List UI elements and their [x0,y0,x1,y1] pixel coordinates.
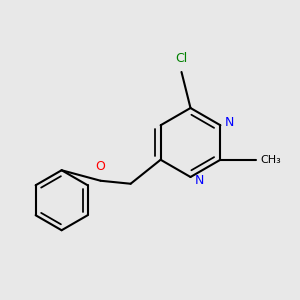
Text: CH₃: CH₃ [260,155,281,165]
Text: Cl: Cl [176,52,188,64]
Text: N: N [225,116,234,129]
Text: N: N [195,173,204,187]
Text: O: O [96,160,106,173]
